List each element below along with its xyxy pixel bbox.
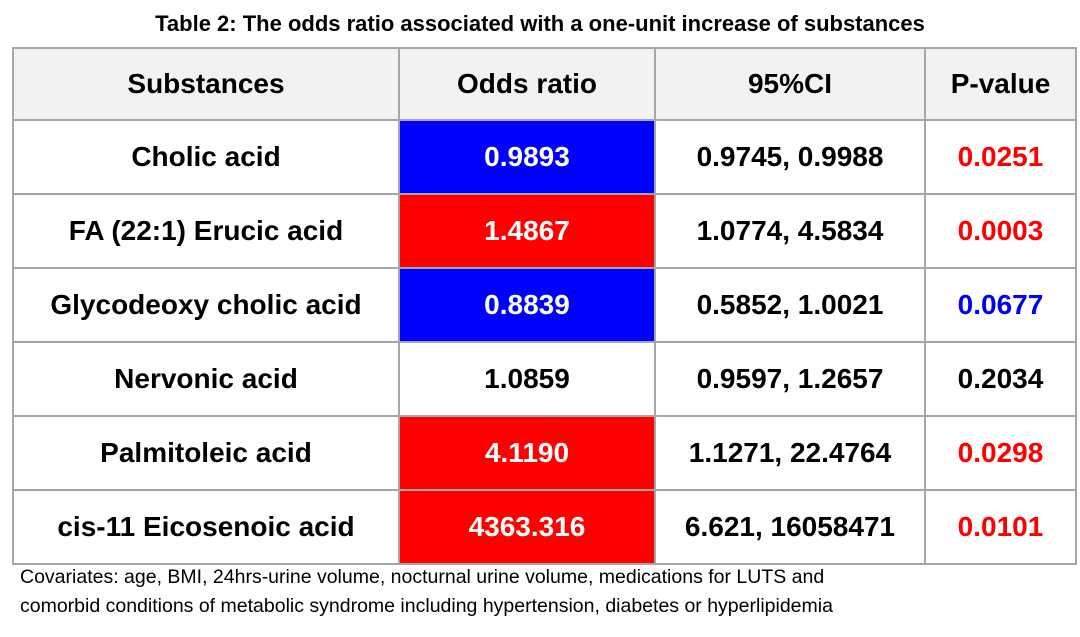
column-header-substances: Substances (12, 47, 400, 121)
footnote-line: comorbid conditions of metabolic syndrom… (20, 595, 833, 617)
table-row: Nervonic acid 1.0859 0.9597, 1.2657 0.20… (12, 341, 1077, 417)
column-header-p-value: P-value (924, 47, 1077, 121)
table-row: cis-11 Eicosenoic acid 4363.316 6.621, 1… (12, 489, 1077, 565)
substance-cell: FA (22:1) Erucic acid (12, 193, 400, 269)
p-value-cell: 0.0251 (924, 119, 1077, 195)
table-header-row: Substances Odds ratio 95%CI P-value (12, 47, 1077, 121)
ci-cell: 0.9745, 0.9988 (654, 119, 926, 195)
footnote-line: Covariates: age, BMI, 24hrs-urine volume… (20, 566, 825, 588)
substance-cell: Palmitoleic acid (12, 415, 400, 491)
table-row: Cholic acid 0.9893 0.9745, 0.9988 0.0251 (12, 119, 1077, 195)
odds-ratio-table: Substances Odds ratio 95%CI P-value Chol… (12, 47, 1077, 565)
odds-ratio-cell: 4.1190 (398, 415, 656, 491)
footnote: Covariates: age, BMI, 24hrs-urine volume… (20, 563, 1070, 621)
odds-ratio-cell: 0.8839 (398, 267, 656, 343)
table-row: Glycodeoxy cholic acid 0.8839 0.5852, 1.… (12, 267, 1077, 343)
odds-ratio-cell: 4363.316 (398, 489, 656, 565)
odds-ratio-cell: 0.9893 (398, 119, 656, 195)
odds-ratio-cell: 1.0859 (398, 341, 656, 417)
ci-cell: 0.9597, 1.2657 (654, 341, 926, 417)
ci-cell: 1.0774, 4.5834 (654, 193, 926, 269)
odds-ratio-cell: 1.4867 (398, 193, 656, 269)
substance-cell: Nervonic acid (12, 341, 400, 417)
ci-cell: 0.5852, 1.0021 (654, 267, 926, 343)
substance-cell: Cholic acid (12, 119, 400, 195)
substance-cell: cis-11 Eicosenoic acid (12, 489, 400, 565)
table-title: Table 2: The odds ratio associated with … (155, 11, 925, 36)
column-header-odds-ratio: Odds ratio (398, 47, 656, 121)
column-header-ci: 95%CI (654, 47, 926, 121)
p-value-cell: 0.0101 (924, 489, 1077, 565)
table-row: Palmitoleic acid 4.1190 1.1271, 22.4764 … (12, 415, 1077, 491)
p-value-cell: 0.2034 (924, 341, 1077, 417)
ci-cell: 1.1271, 22.4764 (654, 415, 926, 491)
ci-cell: 6.621, 16058471 (654, 489, 926, 565)
table-row: FA (22:1) Erucic acid 1.4867 1.0774, 4.5… (12, 193, 1077, 269)
p-value-cell: 0.0003 (924, 193, 1077, 269)
substance-cell: Glycodeoxy cholic acid (12, 267, 400, 343)
p-value-cell: 0.0677 (924, 267, 1077, 343)
p-value-cell: 0.0298 (924, 415, 1077, 491)
